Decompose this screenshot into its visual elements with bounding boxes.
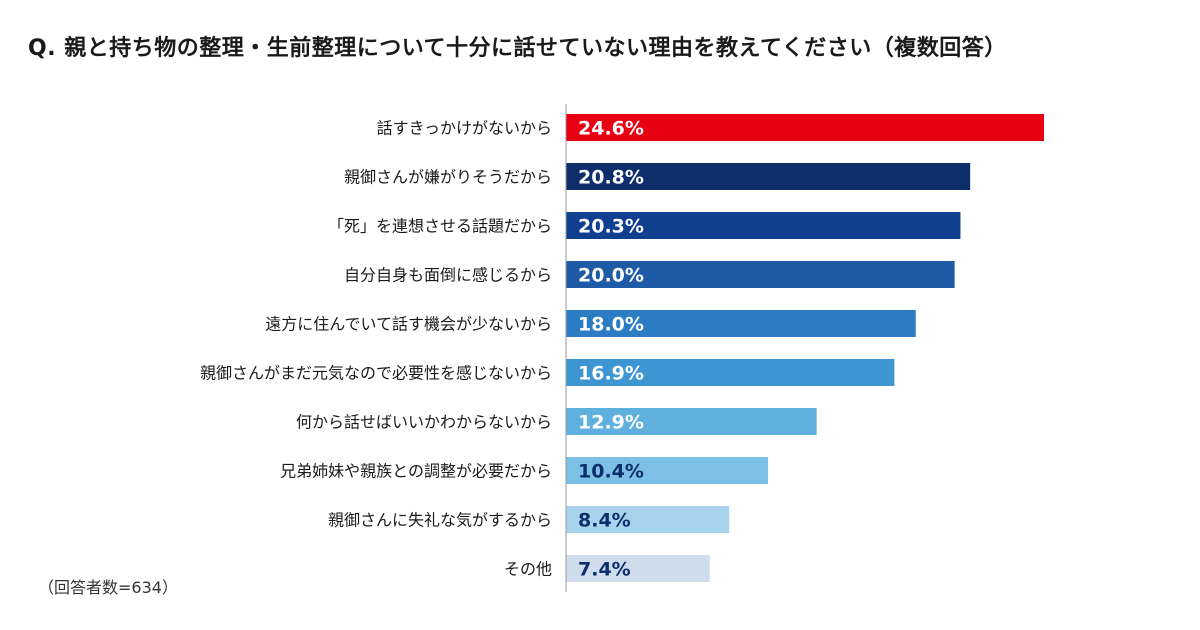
category-label: 何から話せばいいかわからないから xyxy=(296,413,552,432)
data-label: 10.4% xyxy=(578,461,644,483)
bar xyxy=(566,555,710,582)
respondent-count-note: （回答者数=634） xyxy=(38,578,178,597)
data-label: 12.9% xyxy=(578,412,644,434)
data-label: 20.3% xyxy=(578,216,644,238)
bar xyxy=(566,114,1044,141)
chart-title: Q. 親と持ち物の整理・生前整理について十分に話せていない理由を教えてください（… xyxy=(28,36,1007,61)
category-label: 遠方に住んでいて話す機会が少ないから xyxy=(265,315,552,334)
bar xyxy=(566,359,895,386)
category-label: 話すきっかけがないから xyxy=(377,119,552,138)
category-label: その他 xyxy=(504,560,552,579)
data-label: 7.4% xyxy=(578,559,631,581)
data-label: 8.4% xyxy=(578,510,631,532)
data-label: 16.9% xyxy=(578,363,644,385)
data-label: 20.0% xyxy=(578,265,644,287)
bar xyxy=(566,212,961,239)
category-label: 親御さんが嫌がりそうだから xyxy=(344,168,552,187)
bar xyxy=(566,163,971,190)
category-label: 親御さんに失礼な気がするから xyxy=(328,511,552,530)
bar xyxy=(566,506,730,533)
category-label: 親御さんがまだ元気なので必要性を感じないから xyxy=(200,364,552,383)
category-label: 自分自身も面倒に感じるから xyxy=(344,266,552,285)
data-label: 20.8% xyxy=(578,167,644,189)
bar xyxy=(566,457,769,484)
category-label: 「死」を連想させる話題だから xyxy=(328,217,552,236)
data-label: 24.6% xyxy=(578,118,644,140)
data-label: 18.0% xyxy=(578,314,644,336)
category-label: 兄弟姉妹や親族との調整が必要だから xyxy=(280,462,552,481)
bar xyxy=(566,408,817,435)
bar xyxy=(566,310,916,337)
bar xyxy=(566,261,955,288)
